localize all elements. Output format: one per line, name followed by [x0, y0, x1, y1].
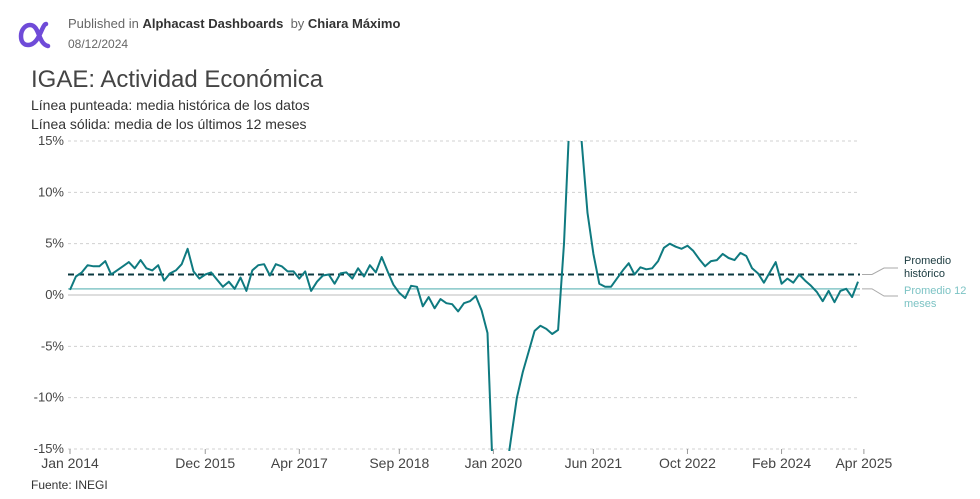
y-tick-label: 5%	[45, 236, 64, 251]
y-axis-ticks: 15% 10% 5% 0% -5% -10% -15%	[34, 133, 65, 456]
x-tick-label: Apr 2025	[835, 455, 892, 471]
chart-source: Fuente: INEGI	[31, 478, 108, 492]
x-tick-label: Sep 2018	[369, 455, 429, 471]
x-tick-label: Jan 2020	[465, 455, 523, 471]
chart-subtitle-1: Línea punteada: media histórica de los d…	[31, 97, 310, 113]
x-tick-label: Oct 2022	[659, 455, 716, 471]
series-layer	[69, 141, 859, 451]
x-axis-ticks: Jan 2014 Dec 2015 Apr 2017 Sep 2018 Jan 2020…	[41, 449, 893, 471]
legend-historic-connector	[862, 267, 898, 275]
igae-series-line	[69, 141, 859, 451]
y-tick-label: 15%	[38, 133, 64, 148]
legend-historic-line1: Promedio	[904, 255, 951, 267]
legend-historic-line2: histórico	[904, 268, 945, 280]
published-prefix: Published in	[68, 16, 139, 31]
by-prefix: by	[290, 16, 305, 31]
y-tick-label: -15%	[34, 441, 65, 456]
publish-date: 08/12/2024	[68, 37, 129, 51]
x-tick-label: Jan 2014	[41, 455, 99, 471]
reference-lines	[68, 273, 860, 290]
legend-12m-connector	[862, 288, 898, 297]
alphacast-logo	[18, 21, 51, 49]
legend-12m-line1: Promedio 12	[904, 285, 966, 297]
gridlines	[68, 140, 860, 450]
y-tick-label: -5%	[41, 338, 65, 353]
chart-subtitle-2: Línea sólida: media de los últimos 12 me…	[31, 116, 307, 132]
publisher-link[interactable]: Alphacast Dashboards	[142, 16, 284, 31]
x-tick-label: Jun 2021	[565, 455, 623, 471]
y-tick-label: -10%	[34, 390, 65, 405]
author-link[interactable]: Chiara Máximo	[307, 16, 401, 31]
y-tick-label: 10%	[38, 184, 64, 199]
x-tick-label: Feb 2024	[752, 455, 811, 471]
published-line: Published in Alphacast Dashboards by Chi…	[68, 16, 400, 31]
legend: Promedio histórico Promedio 12 meses	[862, 255, 966, 310]
y-tick-label: 0%	[45, 287, 64, 302]
chart-title: IGAE: Actividad Económica	[31, 66, 324, 93]
x-tick-label: Apr 2017	[271, 455, 328, 471]
legend-12m-line2: meses	[904, 298, 937, 310]
x-tick-label: Dec 2015	[175, 455, 235, 471]
